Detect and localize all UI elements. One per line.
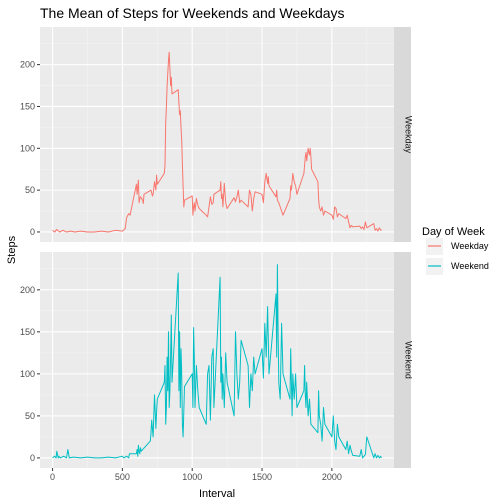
y-tick-label: 50 — [25, 185, 35, 195]
y-tick-label: 0 — [30, 227, 35, 237]
panel-background — [40, 252, 394, 468]
legend-label-weekday: Weekday — [451, 241, 489, 251]
y-tick-label: 150 — [20, 101, 35, 111]
legend-label-weekend: Weekend — [451, 261, 489, 271]
y-tick-label: 100 — [20, 143, 35, 153]
y-axis-title: Steps — [6, 235, 18, 264]
y-tick-label: 200 — [20, 60, 35, 70]
facet-strip-label: Weekend — [404, 341, 414, 379]
x-tick-label: 1000 — [182, 472, 202, 482]
x-tick-label: 2000 — [322, 472, 342, 482]
facet-strip — [394, 27, 411, 242]
series-line-weekday — [52, 51, 382, 233]
facet-strip-label: Weekday — [404, 116, 414, 154]
chart-title: The Mean of Steps for Weekends and Weekd… — [40, 5, 345, 21]
facet-panels: 0 50 100 150 200 Weekday 0 50 100 150 200 Weekend 0 5… — [20, 27, 414, 482]
y-tick-label: 50 — [25, 411, 35, 421]
y-tick-label: 150 — [20, 327, 35, 337]
panel-weekend: 0 50 100 150 200 Weekend — [20, 252, 414, 468]
x-axis-title: Interval — [199, 488, 235, 500]
x-tick-label: 500 — [115, 472, 130, 482]
legend: Day of Week Weekday Weekend — [422, 226, 489, 275]
panel-weekday: 0 50 100 150 200 Weekday — [20, 27, 414, 242]
y-tick-label: 0 — [30, 453, 35, 463]
x-tick-label: 1500 — [252, 472, 272, 482]
legend-keys: Weekday Weekend — [426, 238, 489, 275]
y-tick-label: 200 — [20, 285, 35, 295]
y-tick-label: 100 — [20, 369, 35, 379]
facet-strip — [394, 252, 411, 468]
x-tick-label: 0 — [50, 472, 55, 482]
panel-background — [40, 27, 394, 242]
series-line-weekend — [52, 264, 382, 459]
legend-title: Day of Week — [422, 226, 485, 238]
